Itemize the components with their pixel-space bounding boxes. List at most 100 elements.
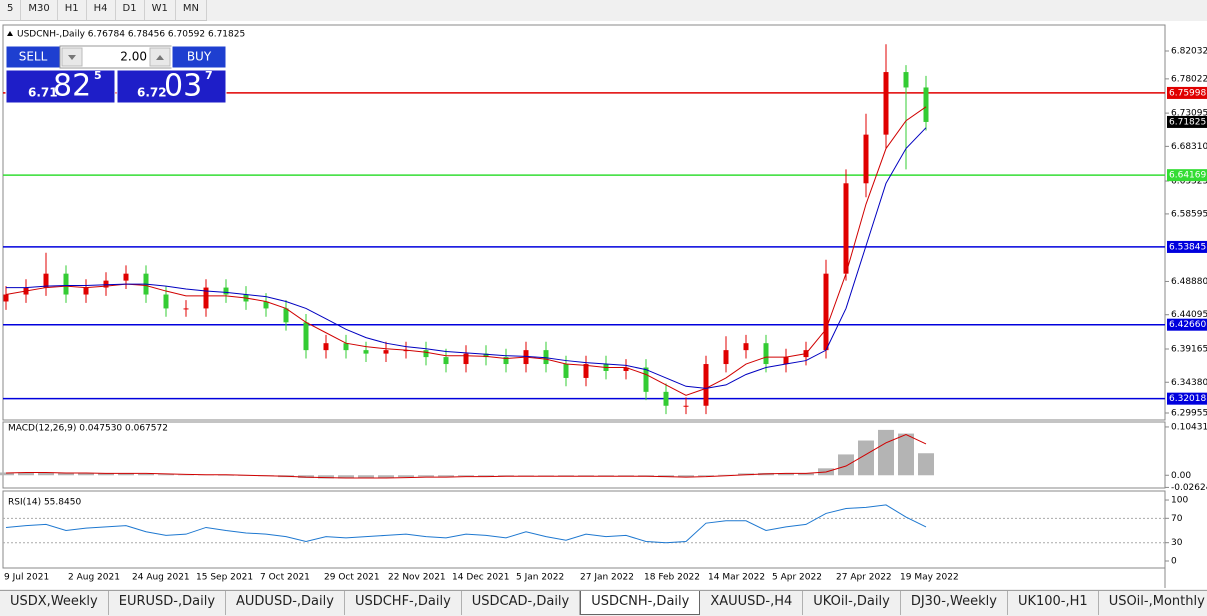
lot-value[interactable]: 2.00 xyxy=(120,50,147,64)
chart-tab[interactable]: USOil-,Monthly xyxy=(1099,591,1207,615)
chart-tab[interactable]: AUDUSD-,Daily xyxy=(226,591,345,615)
candle-body xyxy=(623,367,629,371)
chart-window: USDCNH-,Daily 6.76784 6.78456 6.70592 6.… xyxy=(0,21,1207,589)
macd-bar xyxy=(798,473,814,476)
level-price-label: 6.32018 xyxy=(1169,394,1206,404)
y-tick-label: 70 xyxy=(1171,514,1183,524)
sell-label[interactable]: SELL xyxy=(19,50,48,64)
y-tick-label: 30 xyxy=(1171,538,1183,548)
candle-body xyxy=(123,273,129,281)
y-tick-label: 6.44095 xyxy=(1171,310,1207,320)
y-tick-label: 6.82032 xyxy=(1171,46,1207,56)
macd-bar xyxy=(378,475,394,478)
candle-body xyxy=(643,367,649,392)
chart-tab[interactable]: DJ30-,Weekly xyxy=(901,591,1008,615)
bid-box[interactable] xyxy=(5,69,116,104)
candle-body xyxy=(103,280,109,288)
x-tick-label: 27 Apr 2022 xyxy=(836,573,892,583)
candle-body xyxy=(583,364,589,378)
rsi-line xyxy=(5,504,927,544)
candle-body xyxy=(83,287,89,295)
timeframe-button[interactable]: W1 xyxy=(145,0,176,20)
x-tick-label: 5 Apr 2022 xyxy=(772,573,822,583)
macd-bar xyxy=(38,472,54,476)
macd-signal xyxy=(5,433,927,479)
moving-average xyxy=(5,106,927,396)
x-tick-label: 9 Jul 2021 xyxy=(4,573,49,583)
timeframe-button[interactable]: MN xyxy=(176,0,207,20)
macd-bar xyxy=(398,475,414,478)
x-tick-label: 22 Nov 2021 xyxy=(388,573,446,583)
candle-body xyxy=(823,273,829,351)
chart-tab[interactable]: USDCNH-,Daily xyxy=(580,591,701,615)
timeframe-button[interactable]: H4 xyxy=(87,0,116,20)
candle-body xyxy=(303,322,309,351)
macd-bar xyxy=(518,475,534,476)
rsi-panel-frame xyxy=(2,490,1166,569)
chart-tab[interactable]: USDCHF-,Daily xyxy=(345,591,462,615)
y-tick-label: 0 xyxy=(1171,556,1177,566)
x-tick-label: 5 Jan 2022 xyxy=(516,573,564,583)
rsi-title: RSI(14) 55.8450 xyxy=(8,498,81,508)
candle-body xyxy=(423,350,429,358)
x-tick-label: 27 Jan 2022 xyxy=(580,573,634,583)
ask-box[interactable] xyxy=(116,69,227,104)
candle-body xyxy=(383,350,389,354)
up-arrow xyxy=(156,55,164,60)
x-tick-label: 14 Dec 2021 xyxy=(452,573,510,583)
macd-bar xyxy=(158,474,174,476)
macd-bar xyxy=(718,474,734,476)
macd-bar xyxy=(118,473,134,476)
macd-bar xyxy=(358,475,374,479)
chart-tab[interactable]: USDX,Weekly xyxy=(0,591,109,615)
candle-body xyxy=(203,287,209,309)
macd-bar xyxy=(538,475,554,476)
level-price-box xyxy=(1167,318,1207,331)
ask-frac: 7 xyxy=(205,69,213,82)
candle-body xyxy=(783,357,789,365)
level-price-label: 6.75998 xyxy=(1169,88,1206,98)
macd-bar xyxy=(918,453,934,476)
x-tick-label: 7 Oct 2021 xyxy=(260,573,310,583)
current-price-box xyxy=(1167,115,1207,128)
level-price-box xyxy=(1167,240,1207,253)
down-arrow xyxy=(68,55,76,60)
candle-body xyxy=(63,273,69,295)
bid-frac: 5 xyxy=(94,69,102,82)
candle-body xyxy=(503,357,509,365)
candle-body xyxy=(763,343,769,365)
timeframe-button[interactable]: M30 xyxy=(21,0,58,20)
candle-body xyxy=(363,350,369,354)
chart-tab[interactable]: XAUUSD-,H4 xyxy=(700,591,804,615)
timeframe-button[interactable]: 5 xyxy=(0,0,22,20)
bid-big: 6.71 xyxy=(28,86,58,100)
macd-bar xyxy=(78,473,94,476)
level-price-label: 6.53845 xyxy=(1169,242,1206,252)
buy-label[interactable]: BUY xyxy=(187,50,212,64)
chart-tab[interactable]: UKOil-,Daily xyxy=(803,591,901,615)
y-tick-label: 6.73095 xyxy=(1171,109,1207,119)
macd-bar xyxy=(438,475,454,477)
timeframe-button[interactable]: D1 xyxy=(116,0,145,20)
macd-bar xyxy=(778,473,794,476)
macd-bar xyxy=(218,475,234,476)
chart-tab[interactable]: USDCAD-,Daily xyxy=(462,591,581,615)
macd-bar xyxy=(418,475,434,477)
candle-body xyxy=(863,134,869,184)
candle-body xyxy=(223,287,229,295)
y-tick-label: 6.48880 xyxy=(1171,277,1207,287)
chart-tabs: USDX,Weekly EURUSD-,Daily AUDUSD-,Daily USD… xyxy=(0,590,1207,615)
chart-tab[interactable]: UK100-,H1 xyxy=(1008,591,1099,615)
chart-background xyxy=(0,21,1207,589)
buy-button[interactable] xyxy=(171,45,227,69)
level-price-box xyxy=(1167,169,1207,182)
main-panel-frame xyxy=(2,24,1166,421)
macd-bar xyxy=(18,472,34,476)
x-tick-label: 2 Aug 2021 xyxy=(68,573,120,583)
candle-body xyxy=(283,308,289,323)
level-price-label: 6.64169 xyxy=(1169,171,1206,181)
level-price-box xyxy=(1167,86,1207,99)
timeframe-toolbar: 5 M30 H1 H4 D1 W1 MN xyxy=(0,0,207,21)
chart-tab[interactable]: EURUSD-,Daily xyxy=(109,591,227,615)
timeframe-button[interactable]: H1 xyxy=(58,0,87,20)
